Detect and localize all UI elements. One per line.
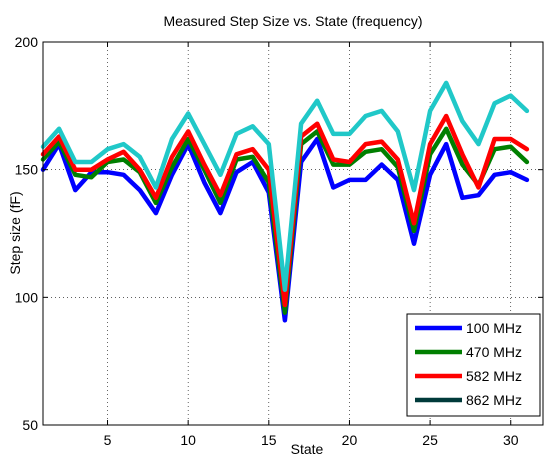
grid — [43, 42, 543, 425]
x-tick-label: 20 — [342, 432, 358, 448]
y-tick-label: 200 — [15, 34, 39, 50]
series-line-862-mhz — [40, 80, 530, 292]
x-tick-label: 5 — [104, 432, 112, 448]
x-axis-label: State — [291, 441, 324, 457]
x-tick-label: 30 — [503, 432, 519, 448]
legend-label: 862 MHz — [466, 392, 522, 408]
series-line-100-mhz — [40, 136, 530, 323]
y-axis-ticks: 50 100 150 200 — [15, 34, 543, 433]
series-lines — [40, 80, 530, 323]
chart-title: Measured Step Size vs. State (frequency) — [163, 13, 422, 29]
legend: 100 MHz 470 MHz 582 MHz 862 MHz — [406, 313, 541, 417]
y-tick-label: 150 — [15, 162, 39, 178]
x-tick-label: 15 — [261, 432, 277, 448]
series-line-582-mhz — [40, 113, 530, 308]
series-line-470-mhz — [40, 126, 530, 315]
y-axis-label: Step size (fF) — [7, 191, 23, 274]
plot-frame — [42, 41, 544, 426]
x-axis-ticks: 5 10 15 20 25 30 — [104, 42, 519, 448]
y-tick-label: 50 — [22, 417, 38, 433]
legend-label: 582 MHz — [466, 368, 522, 384]
y-tick-label: 100 — [15, 289, 39, 305]
x-tick-label: 25 — [422, 432, 438, 448]
legend-label: 100 MHz — [466, 320, 522, 336]
x-tick-label: 10 — [180, 432, 196, 448]
legend-label: 470 MHz — [466, 344, 522, 360]
